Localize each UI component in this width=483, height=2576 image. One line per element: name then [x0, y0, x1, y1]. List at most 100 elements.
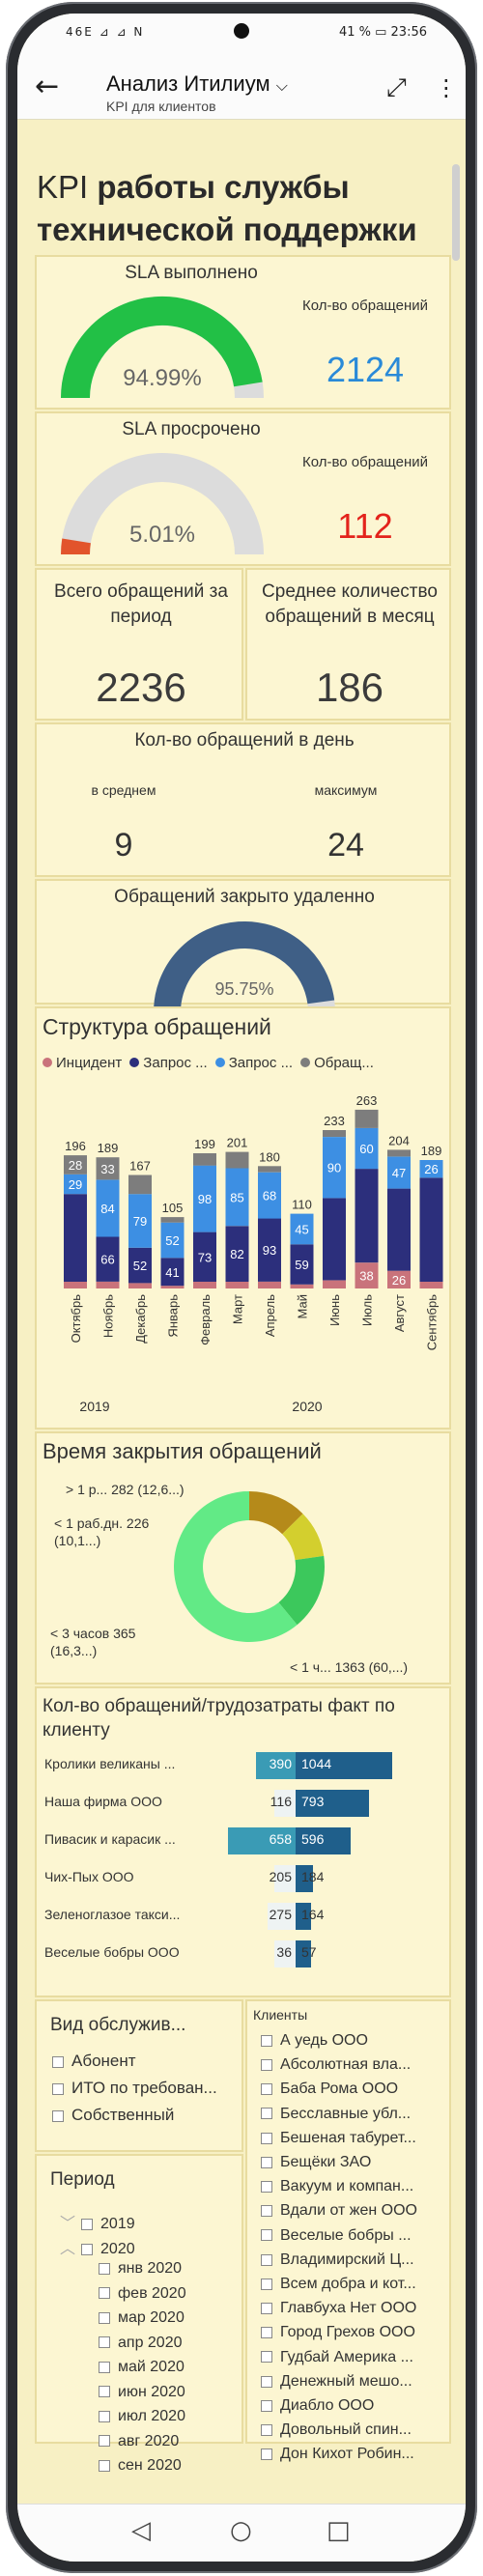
avg-month-card[interactable]: Среднее количество обращений в месяц 186	[245, 568, 451, 721]
checkbox[interactable]	[52, 2109, 64, 2122]
service-slicer[interactable]: Вид обслужив... Абонент ИТО по требован..…	[35, 1999, 243, 2152]
nav-recents-icon[interactable]: □	[327, 2516, 351, 2545]
donut-slice[interactable]	[278, 1555, 325, 1626]
checkbox[interactable]	[81, 2243, 94, 2255]
period-year[interactable]: ﹀ 2019	[60, 2210, 135, 2233]
bar-segment[interactable]	[323, 1137, 346, 1199]
bar-segment[interactable]	[387, 1156, 411, 1189]
remote-card[interactable]: Обращений закрыто удаленно 95.75%	[35, 879, 451, 1007]
structure-card[interactable]: Структура обращений Инцидент Запрос ... За…	[35, 1006, 451, 1430]
checkbox[interactable]	[99, 2287, 110, 2300]
client-count-bar[interactable]	[274, 1790, 296, 1817]
bar-segment[interactable]	[128, 1283, 152, 1288]
period-month[interactable]: авг 2020	[99, 2433, 230, 2450]
client-option[interactable]: Дон Кихот Робин...	[261, 2446, 440, 2463]
bar-segment[interactable]	[96, 1236, 120, 1282]
legend-item[interactable]: Запрос ...	[214, 1055, 293, 1071]
checkbox[interactable]	[99, 2459, 110, 2472]
scrollbar[interactable]	[452, 164, 460, 261]
bar-segment[interactable]	[96, 1179, 120, 1237]
more-options-icon[interactable]: · · ·	[442, 68, 450, 110]
period-slicer[interactable]: Период ﹀ 2019 ︿ 2020 янв 2020 фев 2020 мар 202…	[35, 2154, 243, 2474]
checkbox[interactable]	[261, 2253, 272, 2266]
bar-segment[interactable]	[225, 1168, 249, 1227]
checkbox[interactable]	[261, 2351, 272, 2364]
nav-back-icon[interactable]: ◁	[131, 2516, 151, 2545]
checkbox[interactable]	[52, 2082, 64, 2095]
period-month[interactable]: янв 2020	[99, 2260, 230, 2278]
client-option[interactable]: Абсолютная вла...	[261, 2056, 440, 2074]
per-day-card[interactable]: Кол-во обращений в день в среднем 9 макс…	[35, 722, 451, 877]
checkbox[interactable]	[99, 2336, 110, 2349]
bar-segment[interactable]	[160, 1286, 185, 1288]
checkbox[interactable]	[261, 2083, 272, 2096]
total-card[interactable]: Всего обращений за период 2236	[35, 568, 243, 721]
report-selector[interactable]: Анализ Итилиум ⌵	[106, 71, 288, 97]
checkbox[interactable]	[261, 2229, 272, 2242]
chevron-down-icon[interactable]: ﹀	[60, 2216, 76, 2232]
client-count-bar[interactable]	[274, 1865, 296, 1892]
bar-segment[interactable]	[355, 1109, 379, 1128]
checkbox[interactable]	[261, 2108, 272, 2120]
bar-segment[interactable]	[419, 1160, 443, 1178]
client-effort-bar[interactable]	[296, 1865, 313, 1892]
client-option[interactable]: Гудбай Америка ...	[261, 2349, 440, 2366]
period-month[interactable]: июл 2020	[99, 2408, 230, 2425]
client-option[interactable]: Довольный спин...	[261, 2421, 440, 2439]
client-effort-bar[interactable]	[296, 1940, 311, 1967]
bar-segment[interactable]	[64, 1282, 87, 1288]
bar-segment[interactable]	[225, 1282, 249, 1288]
bar-segment[interactable]	[258, 1166, 281, 1173]
legend-item[interactable]: Запрос ...	[129, 1055, 208, 1071]
checkbox[interactable]	[261, 2278, 272, 2290]
service-option[interactable]: Абонент	[52, 2052, 230, 2071]
client-option[interactable]: Вакуум и компан...	[261, 2178, 440, 2195]
bar-segment[interactable]	[290, 1213, 314, 1245]
back-arrow-icon[interactable]: ←	[35, 70, 60, 103]
bar-segment[interactable]	[128, 1194, 152, 1248]
client-option[interactable]: Баба Рома ООО	[261, 2081, 440, 2098]
bar-segment[interactable]	[160, 1217, 185, 1223]
bar-segment[interactable]	[225, 1226, 249, 1282]
checkbox[interactable]	[261, 2399, 272, 2412]
checkbox[interactable]	[99, 2410, 110, 2422]
bar-segment[interactable]	[258, 1218, 281, 1282]
period-year[interactable]: ︿ 2020	[60, 2235, 135, 2258]
service-option[interactable]: ИТО по требован...	[52, 2079, 230, 2098]
checkbox[interactable]	[99, 2262, 110, 2275]
checkbox[interactable]	[99, 2435, 110, 2448]
sla-ok-card[interactable]: SLA выполнено 94.99% Кол-во обращений 21…	[35, 255, 451, 410]
period-month[interactable]: май 2020	[99, 2359, 230, 2376]
period-month[interactable]: июн 2020	[99, 2384, 230, 2401]
client-effort-bar[interactable]	[296, 1827, 352, 1854]
bar-segment[interactable]	[387, 1270, 411, 1288]
bar-segment[interactable]	[225, 1151, 249, 1169]
period-month[interactable]: мар 2020	[99, 2309, 230, 2327]
legend-item[interactable]: Обращ...	[300, 1055, 374, 1071]
client-count-bar[interactable]	[274, 1940, 296, 1967]
chevron-down-icon[interactable]: ︿	[60, 2241, 76, 2257]
bar-segment[interactable]	[160, 1258, 185, 1287]
client-count-bar[interactable]	[267, 1903, 296, 1930]
bar-segment[interactable]	[258, 1172, 281, 1219]
bar-segment[interactable]	[193, 1153, 216, 1166]
structure-chart[interactable]: 29 28 196 Октябрь 66 84 33 189 Ноябрь 52 79 167 Дека…	[39, 1086, 449, 1395]
client-option[interactable]: А уедь ООО	[261, 2032, 440, 2050]
bar-segment[interactable]	[193, 1165, 216, 1232]
checkbox[interactable]	[81, 2218, 94, 2230]
client-option[interactable]: Город Грехов ООО	[261, 2324, 440, 2341]
period-month[interactable]: фев 2020	[99, 2285, 230, 2303]
bar-segment[interactable]	[419, 1177, 443, 1282]
checkbox[interactable]	[261, 2180, 272, 2193]
bar-segment[interactable]	[355, 1169, 379, 1263]
bar-segment[interactable]	[355, 1127, 379, 1170]
client-option[interactable]: Бесславные убл...	[261, 2106, 440, 2123]
close-time-donut[interactable]	[162, 1480, 336, 1654]
client-option[interactable]: Бешеная табурет...	[261, 2130, 440, 2147]
client-count-bar[interactable]	[228, 1827, 296, 1854]
donut-slice[interactable]	[249, 1491, 303, 1535]
nav-home-icon[interactable]: ○	[230, 2516, 252, 2545]
checkbox[interactable]	[261, 2449, 272, 2461]
checkbox[interactable]	[261, 2205, 272, 2218]
checkbox[interactable]	[261, 2423, 272, 2436]
